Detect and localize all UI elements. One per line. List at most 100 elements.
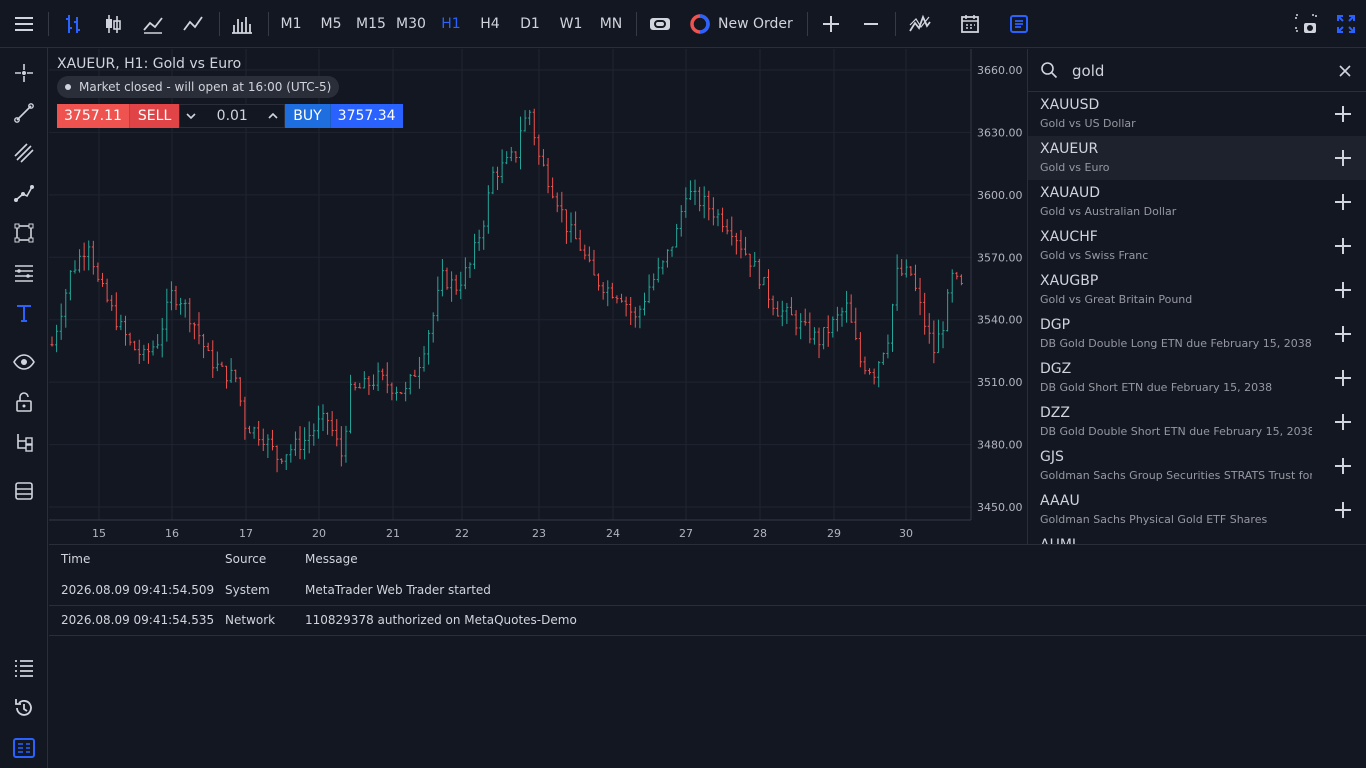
symbol-result-row[interactable]: XAUEUR Gold vs Euro <box>1028 136 1366 180</box>
sell-button[interactable]: SELL <box>128 104 180 128</box>
price-chart[interactable]: 3660.00 3630.00 3600.00 3570.00 3540.00 3510.… <box>49 49 1027 544</box>
lock-icon[interactable] <box>8 386 40 418</box>
indicators-icon[interactable] <box>904 8 936 40</box>
add-symbol-icon[interactable] <box>1333 192 1353 212</box>
trend-line-icon[interactable] <box>8 97 40 129</box>
symbol-result-row[interactable]: GJS Goldman Sachs Group Securities STRATS… <box>1028 444 1366 488</box>
list-icon[interactable] <box>8 652 40 684</box>
text-tool-icon[interactable] <box>8 297 40 329</box>
symbol-search-input[interactable] <box>1070 57 1324 85</box>
symbol-result-row[interactable]: DZZ DB Gold Double Short ETN due February… <box>1028 400 1366 444</box>
symbol-result-row[interactable]: XAUUSD Gold vs US Dollar <box>1028 92 1366 136</box>
row-source: System <box>225 583 270 597</box>
timeframe-m5[interactable]: M5 <box>320 16 342 32</box>
y-tick-label: 3570.00 <box>977 251 1023 264</box>
eye-icon[interactable] <box>8 346 40 378</box>
top-toolbar: M1 M5 M15 M30 H1 H4 D1 W1 MN New Order <box>0 0 1366 48</box>
clear-search-icon[interactable] <box>1338 64 1352 78</box>
timeframe-h4[interactable]: H4 <box>480 16 500 32</box>
add-symbol-icon[interactable] <box>1333 456 1353 476</box>
add-symbol-icon[interactable] <box>1333 368 1353 388</box>
symbol-description: Gold vs Australian Dollar <box>1040 205 1177 218</box>
zoom-out-icon[interactable] <box>855 8 887 40</box>
fibonacci-icon[interactable] <box>8 257 40 289</box>
symbol-description: Gold vs Swiss Franc <box>1040 249 1149 262</box>
symbol-result-row[interactable]: DGP DB Gold Double Long ETN due February … <box>1028 312 1366 356</box>
symbol-code: XAUEUR <box>1040 141 1099 157</box>
line-chart-icon[interactable] <box>177 8 209 40</box>
add-symbol-icon[interactable] <box>1333 500 1353 520</box>
timeframe-m1[interactable]: M1 <box>280 16 302 32</box>
column-header-time[interactable]: Time <box>61 552 91 566</box>
x-tick-label: 16 <box>165 527 179 540</box>
zoom-in-icon[interactable] <box>815 8 847 40</box>
layers-icon[interactable] <box>8 475 40 507</box>
timeframe-m15[interactable]: M15 <box>356 16 386 32</box>
rectangle-icon[interactable] <box>8 217 40 249</box>
x-tick-label: 29 <box>827 527 841 540</box>
x-tick-label: 23 <box>532 527 546 540</box>
new-order-button[interactable]: New Order <box>690 8 800 40</box>
symbol-description: Gold vs Euro <box>1040 161 1110 174</box>
symbol-result-row[interactable]: AAAU Goldman Sachs Physical Gold ETF Shar… <box>1028 488 1366 532</box>
chevron-up-icon[interactable] <box>268 112 278 120</box>
timeframe-w1[interactable]: W1 <box>559 16 583 32</box>
bar-chart-icon[interactable] <box>57 8 89 40</box>
symbol-result-row[interactable]: DGZ DB Gold Short ETN due February 15, 20… <box>1028 356 1366 400</box>
symbol-result-row[interactable]: XAUAUD Gold vs Australian Dollar <box>1028 180 1366 224</box>
journal-icon[interactable] <box>8 732 40 764</box>
candles-icon[interactable] <box>97 8 129 40</box>
symbol-code: XAUGBP <box>1040 273 1099 289</box>
object-tree-icon[interactable] <box>8 426 40 458</box>
x-tick-label: 28 <box>753 527 767 540</box>
area-chart-icon[interactable] <box>137 8 169 40</box>
one-click-trading-icon[interactable] <box>644 8 676 40</box>
polyline-icon[interactable] <box>8 177 40 209</box>
row-source: Network <box>225 613 276 627</box>
symbol-code: GJS <box>1040 449 1064 465</box>
timeframe-m30[interactable]: M30 <box>396 16 426 32</box>
column-header-source[interactable]: Source <box>225 552 267 566</box>
channel-icon[interactable] <box>8 137 40 169</box>
menu-icon[interactable] <box>8 8 40 40</box>
symbol-code: AUMI <box>1040 537 1076 544</box>
symbol-description: DB Gold Double Long ETN due February 15,… <box>1040 337 1312 350</box>
add-symbol-icon[interactable] <box>1333 412 1353 432</box>
chevron-down-icon[interactable] <box>186 112 196 120</box>
screenshot-icon[interactable] <box>1290 8 1322 40</box>
column-header-message[interactable]: Message <box>305 552 358 566</box>
add-symbol-icon[interactable] <box>1333 104 1353 124</box>
volume-value[interactable]: 0.01 <box>216 108 248 124</box>
buy-price[interactable]: 3757.34 <box>330 104 403 128</box>
timeframe-mn[interactable]: MN <box>599 16 623 32</box>
sell-price[interactable]: 3757.11 <box>57 104 129 128</box>
symbol-result-row[interactable]: XAUCHF Gold vs Swiss Franc <box>1028 224 1366 268</box>
add-symbol-icon[interactable] <box>1333 236 1353 256</box>
fullscreen-icon[interactable] <box>1330 8 1362 40</box>
x-tick-label: 24 <box>606 527 620 540</box>
object-list-icon[interactable] <box>1003 8 1035 40</box>
crosshair-icon[interactable] <box>8 57 40 89</box>
add-symbol-icon[interactable] <box>1333 148 1353 168</box>
one-click-trade-panel: 3757.11 SELL 0.01 BUY 3757.34 <box>57 104 403 128</box>
buy-button[interactable]: BUY <box>285 104 331 128</box>
symbol-result-row[interactable]: XAUGBP Gold vs Great Britain Pound <box>1028 268 1366 312</box>
volume-stepper[interactable]: 0.01 <box>179 104 286 128</box>
indicators-histogram-icon[interactable] <box>226 8 258 40</box>
symbol-description: Goldman Sachs Physical Gold ETF Shares <box>1040 513 1268 526</box>
x-tick-label: 15 <box>92 527 106 540</box>
symbol-result-row[interactable]: AUMI <box>1028 532 1366 544</box>
add-symbol-icon[interactable] <box>1333 324 1353 344</box>
new-order-icon <box>690 14 710 34</box>
add-symbol-icon[interactable] <box>1333 280 1353 300</box>
symbol-code: DGZ <box>1040 361 1072 377</box>
new-order-label: New Order <box>718 16 793 32</box>
calendar-icon[interactable] <box>954 8 986 40</box>
row-time: 2026.08.09 09:41:54.535 <box>61 613 215 627</box>
symbol-description: DB Gold Double Short ETN due February 15… <box>1040 425 1312 438</box>
timeframe-d1[interactable]: D1 <box>520 16 540 32</box>
history-icon[interactable] <box>8 692 40 724</box>
y-tick-label: 3660.00 <box>977 64 1023 77</box>
timeframe-h1[interactable]: H1 <box>441 16 461 32</box>
market-status-badge: Market closed - will open at 16:00 (UTC-… <box>57 76 340 98</box>
